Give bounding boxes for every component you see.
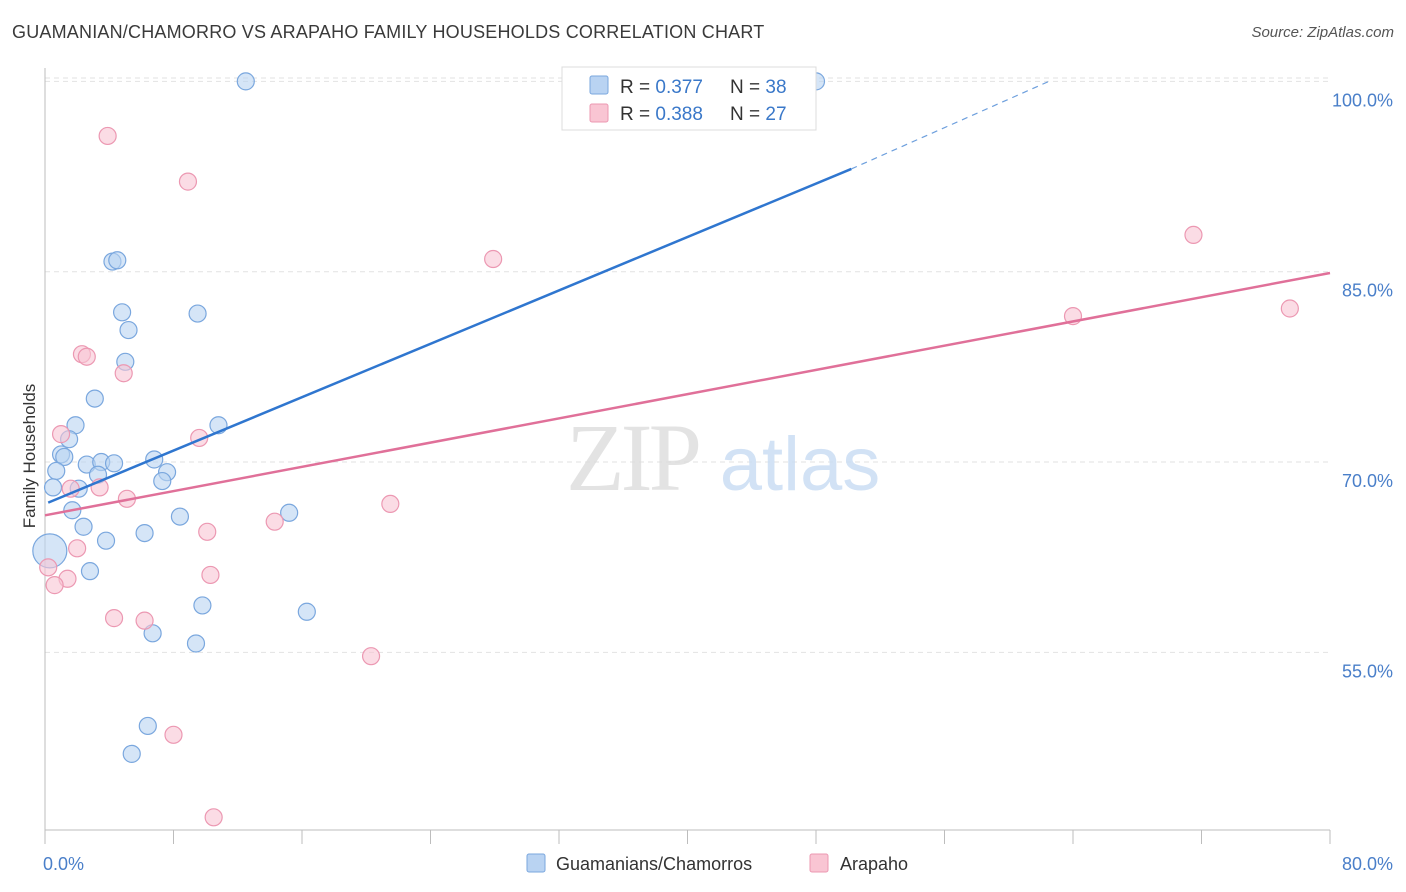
arapaho-point-8 (114, 364, 133, 383)
arapaho-point-5 (1280, 299, 1299, 318)
x-tick-label-1: 80.0% (1342, 854, 1393, 874)
arapaho-point-22 (104, 609, 124, 628)
arapaho-point-7 (77, 347, 96, 366)
arapaho-point-23 (135, 611, 154, 630)
y-tick-label-2: 85.0% (1342, 281, 1393, 301)
guamanian-point-28 (135, 523, 154, 543)
guamanian-point-0 (236, 72, 255, 91)
y-tick-labels: 55.0% 70.0% 85.0% 100.0% (1332, 90, 1393, 681)
chart-title: GUAMANIAN/CHAMORRO VS ARAPAHO FAMILY HOU… (12, 22, 765, 42)
svg-text:R = 0.377: R = 0.377 (620, 77, 703, 98)
arapaho-point-25 (164, 725, 183, 744)
bottom-legend: Guamanians/Chamorros Arapaho (526, 853, 908, 874)
arapaho-point-14 (381, 494, 400, 514)
arapaho-point-16 (198, 522, 217, 541)
guamanian-point-8 (85, 389, 104, 408)
arapaho-point-17 (68, 539, 87, 558)
guamanian-point-32 (193, 596, 212, 615)
guamanian-point-29 (96, 531, 116, 550)
y-tick-label-3: 100.0% (1332, 90, 1393, 110)
bottom-legend-label-guamanian: Guamanians/Chamorros (556, 854, 752, 874)
guamanian-point-13 (55, 447, 74, 467)
guamanian-point-6 (119, 320, 138, 340)
guamanian-point-22 (43, 478, 63, 497)
legend-r-value-1: 0.377 (655, 77, 703, 98)
legend-n-label-2: N = (730, 104, 765, 125)
watermark-atlas: atlas (720, 422, 881, 507)
axes (44, 68, 1331, 844)
arapaho-point-3 (1184, 225, 1203, 245)
legend-n-value-2: 27 (765, 104, 786, 125)
trend-lines (44, 80, 1331, 517)
guamanian-point-37 (122, 744, 141, 763)
watermark: ZIP atlas (566, 404, 880, 511)
arapaho-point-21 (45, 576, 64, 595)
legend-swatch-arapaho (589, 103, 609, 123)
guamanian-point-18 (47, 461, 66, 481)
arapaho-point-9 (51, 425, 71, 444)
y-tick-label-0: 55.0% (1342, 661, 1393, 681)
arapaho-point-19 (201, 565, 220, 585)
guamanian-point-31 (80, 562, 100, 581)
svg-text:R = 0.388: R = 0.388 (620, 104, 703, 125)
legend-swatch-guamanian (589, 75, 609, 95)
trend-line-guamanian (47, 167, 852, 504)
legend-r-value-2: 0.388 (655, 104, 703, 125)
x-tick-label-0: 0.0% (43, 854, 84, 874)
arapaho-point-18 (39, 558, 58, 577)
top-legend: R = 0.377 N = 38 R = 0.388 N = 27 (561, 66, 817, 131)
guamanian-point-26 (280, 503, 299, 522)
arapaho-point-15 (265, 512, 284, 531)
guamanian-point-35 (186, 634, 206, 653)
guamanian-point-36 (138, 716, 157, 736)
guamanian-point-17 (104, 454, 124, 473)
guamanian-point-33 (297, 602, 316, 621)
guamanian-point-5 (188, 304, 207, 323)
svg-text:N = 38: N = 38 (730, 77, 787, 98)
legend-n-label-1: N = (730, 77, 765, 98)
trend-line-arapaho (44, 271, 1331, 517)
arapaho-point-1 (178, 172, 198, 191)
legend-r-label-1: R = (620, 77, 655, 98)
y-axis-title: Family Households (20, 384, 39, 529)
guamanian-point-25 (170, 507, 190, 526)
legend-n-value-1: 38 (765, 77, 786, 98)
bottom-legend-swatch-guamanian (526, 853, 546, 873)
guamanian-point-27 (74, 517, 93, 536)
guamanian-point-3 (108, 251, 127, 270)
y-tick-label-1: 70.0% (1342, 471, 1393, 491)
legend-r-label-2: R = (620, 104, 655, 125)
svg-text:N = 27: N = 27 (730, 104, 787, 125)
arapaho-point-2 (484, 249, 503, 269)
watermark-zip: ZIP (566, 404, 699, 511)
bottom-legend-swatch-arapaho (809, 853, 829, 873)
guamanian-point-4 (112, 303, 132, 322)
arapaho-point-0 (98, 126, 117, 146)
source-label: Source: ZipAtlas.com (1251, 24, 1394, 41)
guamanian-point-21 (153, 471, 172, 491)
arapaho-point-26 (204, 808, 223, 827)
bottom-legend-label-arapaho: Arapaho (840, 854, 908, 874)
grid-lines (45, 77, 1330, 653)
x-tick-labels: 0.0% 80.0% (43, 854, 1393, 874)
trend-line-guamanian-extension (851, 80, 1050, 170)
arapaho-point-24 (361, 647, 381, 666)
